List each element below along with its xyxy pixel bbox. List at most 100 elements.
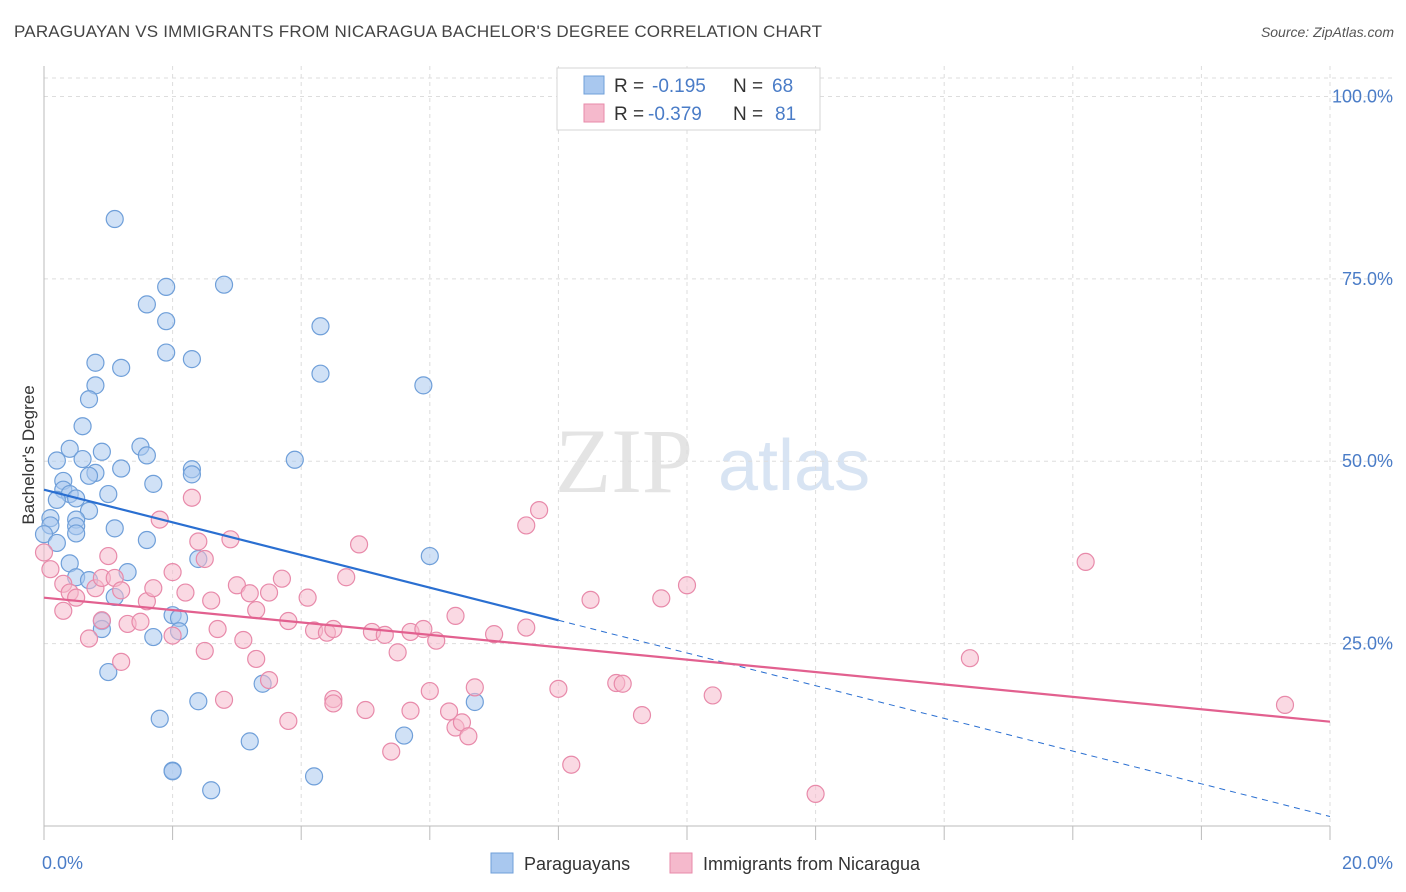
x-tick-label: 20.0% — [1342, 853, 1393, 873]
series-legend-swatch-nicaragua — [669, 852, 693, 874]
nicaragua-point — [517, 516, 536, 535]
paraguayan-point — [285, 450, 304, 469]
paraguayan-point — [73, 449, 92, 469]
nicaragua-point — [163, 563, 182, 582]
legend-swatch-pink — [583, 103, 605, 123]
nicaragua-point — [960, 649, 980, 668]
nicaragua-point — [99, 546, 118, 566]
legend-r-label: R = — [614, 76, 644, 97]
series-legend: Paraguayans Immigrants from Nicaragua — [490, 852, 921, 874]
paraguayan-point — [157, 277, 176, 296]
nicaragua-point — [79, 629, 99, 648]
series-legend-swatch-paraguayans — [490, 852, 514, 874]
nicaragua-point — [131, 612, 150, 631]
nicaragua-point — [806, 784, 825, 804]
nicaragua-point — [34, 543, 54, 562]
paraguayan-point — [86, 353, 105, 372]
series-legend-label-nicaragua: Immigrants from Nicaragua — [703, 854, 921, 874]
correlation-legend: R = -0.195 N = 68 R = -0.379 N = 81 — [556, 67, 821, 131]
nicaragua-point — [356, 700, 375, 720]
nicaragua-point — [549, 679, 568, 698]
paraguayan-point — [137, 295, 156, 314]
paraguayan-point — [47, 533, 66, 553]
paraguayan-point — [240, 732, 259, 751]
paraguayan-point — [311, 317, 330, 336]
nicaragua-point — [446, 606, 465, 625]
paraguayan-point — [304, 767, 324, 786]
paraguayan-point — [189, 692, 208, 711]
paraguayan-point — [99, 484, 118, 504]
x-tick-label: 0.0% — [42, 853, 83, 873]
series-legend-label-paraguayans: Paraguayans — [524, 854, 630, 874]
nicaragua-point — [202, 591, 221, 610]
nicaragua-point — [214, 690, 234, 709]
legend-n-value: 68 — [772, 76, 793, 97]
paraguayan-point — [214, 275, 234, 294]
nicaragua-point — [401, 701, 420, 720]
nicaragua-point — [703, 686, 722, 705]
nicaragua-point — [92, 611, 111, 630]
paraguayan-point — [182, 350, 201, 369]
paraguayan-point — [79, 466, 99, 485]
paraguayan-point — [47, 490, 66, 510]
paraguayan-point — [163, 762, 182, 781]
nicaragua-point — [189, 532, 208, 551]
nicaragua-point — [349, 535, 369, 554]
paraguayan-point — [112, 459, 131, 478]
legend-n-value: 81 — [775, 104, 796, 125]
trend-layer — [43, 488, 1331, 818]
paraguayan-point — [67, 524, 86, 543]
nicaragua-point — [208, 619, 227, 639]
paraguayan-point — [105, 519, 124, 538]
nicaragua-point — [517, 618, 536, 637]
paraguayan-point — [47, 451, 66, 470]
nicaragua-point — [485, 625, 504, 644]
paraguayan-point — [112, 358, 131, 377]
nicaragua-point — [195, 549, 214, 569]
nicaragua-point — [459, 727, 478, 746]
nicaragua-point — [195, 641, 214, 661]
paraguayan-point — [202, 781, 221, 800]
y-tick-label: 25.0% — [1342, 634, 1393, 654]
nicaragua-point — [1076, 552, 1095, 572]
nicaragua-point — [337, 568, 356, 587]
nicaragua-point — [382, 742, 401, 761]
x-tick-labels: 0.0% 20.0% — [42, 853, 1393, 873]
paraguayan-point — [414, 376, 433, 395]
paraguayan-point — [182, 465, 201, 484]
nicaragua-point — [234, 630, 253, 650]
nicaragua-point — [112, 652, 131, 671]
paraguayan-point — [144, 474, 163, 493]
nicaragua-point — [581, 590, 600, 609]
nicaragua-point — [144, 579, 163, 598]
nicaragua-point — [677, 576, 697, 595]
legend-n-label: N = — [733, 104, 763, 125]
nicaragua-point — [324, 694, 343, 713]
nicaragua-point — [324, 619, 343, 639]
y-tick-label: 75.0% — [1342, 269, 1393, 289]
paraguayan-point — [311, 364, 330, 383]
y-tick-labels: 25.0% 50.0% 75.0% 100.0% — [1332, 86, 1393, 653]
legend-r-value: -0.195 — [652, 76, 706, 97]
legend-r-label: R = — [614, 104, 644, 125]
nicaragua-point — [652, 589, 671, 608]
paraguayan-point — [34, 525, 54, 544]
nicaragua-point — [54, 601, 73, 620]
paraguayan-point — [394, 726, 414, 745]
paraguayan-point — [73, 417, 92, 436]
nicaragua-point — [112, 581, 131, 600]
paraguayan-point — [79, 390, 99, 409]
paraguayan-point — [157, 312, 176, 331]
legend-r-value: -0.379 — [648, 104, 702, 125]
paraguayan-point — [79, 501, 99, 520]
paraguayan-point — [150, 709, 169, 728]
nicaragua-point — [247, 600, 266, 620]
nicaragua-trend-line — [43, 596, 1331, 723]
nicaragua-point — [182, 488, 201, 507]
watermark-atlas: atlas — [718, 426, 870, 506]
nicaragua-point — [259, 670, 279, 690]
nicaragua-point — [420, 681, 439, 701]
legend-swatch-blue — [583, 75, 605, 95]
y-tick-label: 50.0% — [1342, 451, 1393, 471]
